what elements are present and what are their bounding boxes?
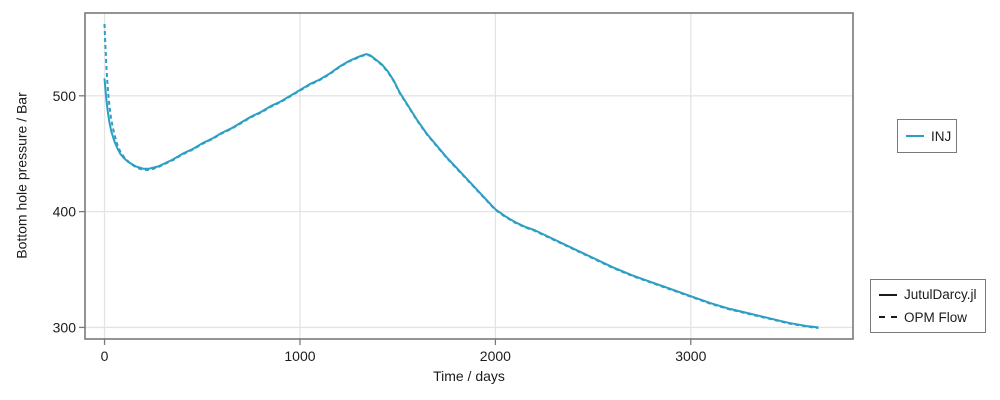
y-tick-label: 400 xyxy=(53,204,77,220)
opmflow-line-sample xyxy=(879,316,897,319)
inj-line-sample xyxy=(906,135,924,137)
x-tick-label: 0 xyxy=(101,348,109,364)
legend-label-inj: INJ xyxy=(931,128,952,144)
legend-wells: INJ xyxy=(897,119,957,153)
legend-row-jutuldarcy: JutulDarcy.jl xyxy=(879,287,985,302)
legend-label-opmflow: OPM Flow xyxy=(904,309,968,325)
y-tick-label: 300 xyxy=(53,319,77,335)
y-tick-label: 500 xyxy=(53,88,77,104)
series-line-jutuldarcy-jl xyxy=(103,53,819,329)
x-tick-label: 3000 xyxy=(675,348,706,364)
series-line-opm-flow xyxy=(103,23,819,329)
x-tick-label: 1000 xyxy=(284,348,315,364)
plot-frame xyxy=(84,12,854,340)
jutuldarcy-line-sample xyxy=(879,293,897,296)
legend-simulators: JutulDarcy.jl OPM Flow xyxy=(870,279,986,333)
y-axis-label: Bottom hole pressure / Bar xyxy=(13,92,30,259)
x-tick-label: 2000 xyxy=(480,348,511,364)
x-axis-label: Time / days xyxy=(433,368,505,384)
legend-label-jutuldarcy: JutulDarcy.jl xyxy=(904,287,977,303)
legend-row-opmflow: OPM Flow xyxy=(879,310,985,325)
